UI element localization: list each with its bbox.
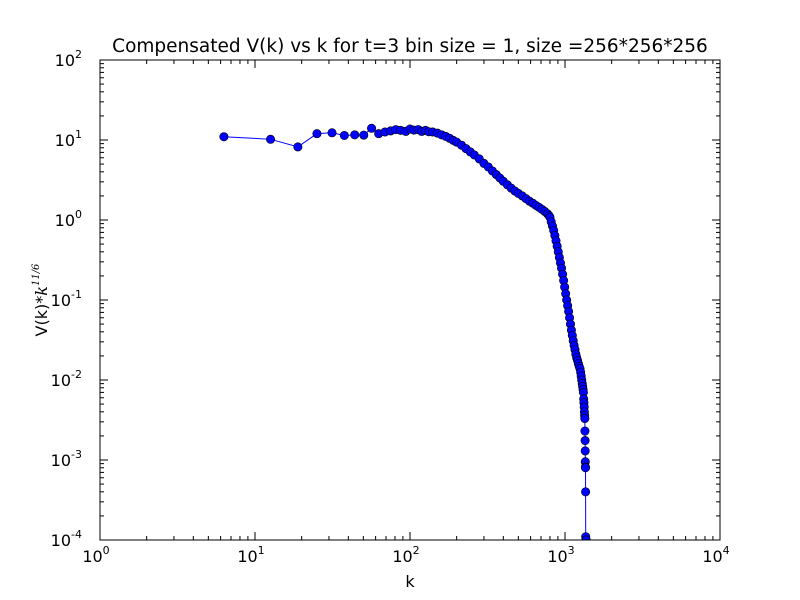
data-point	[219, 132, 229, 142]
x-tick-label: 100	[82, 544, 109, 566]
y-tick-label: 10-2	[51, 368, 82, 390]
x-tick-exp: 1	[258, 544, 265, 557]
x-tick-label: 101	[237, 544, 264, 566]
y-axis-label-prefix: V(k)*	[32, 296, 51, 337]
series-layer	[219, 123, 591, 540]
y-axis-label-exp: 11/6	[31, 263, 42, 286]
y-tick-label: 10-1	[51, 288, 82, 310]
data-point	[367, 123, 377, 133]
data-point	[359, 130, 369, 140]
x-tick-exp: 3	[568, 544, 575, 557]
data-point	[339, 130, 349, 140]
data-point	[327, 128, 337, 138]
data-point	[580, 426, 590, 436]
y-tick-exp: -2	[71, 368, 82, 381]
y-tick-exp: 2	[75, 48, 82, 61]
y-tick-base: 10	[51, 531, 71, 550]
x-tick-base: 10	[392, 547, 412, 566]
data-point	[581, 487, 591, 497]
y-tick-exp: -3	[71, 448, 82, 461]
x-tick-label: 103	[547, 544, 574, 566]
x-tick-base: 10	[237, 547, 257, 566]
data-point	[580, 446, 590, 456]
x-tick-exp: 0	[103, 544, 110, 557]
y-tick-exp: 1	[75, 128, 82, 141]
y-tick-base: 10	[55, 131, 75, 150]
y-tick-base: 10	[51, 371, 71, 390]
x-tick-label: 104	[702, 544, 729, 566]
data-point	[580, 414, 590, 424]
data-point	[580, 436, 590, 446]
y-axis-label-var: k	[32, 286, 51, 296]
y-tick-exp: -1	[71, 288, 82, 301]
y-tick-exp: 0	[75, 208, 82, 221]
x-tick-base: 10	[702, 547, 722, 566]
y-tick-label: 102	[55, 48, 82, 70]
y-tick-base: 10	[55, 51, 75, 70]
x-tick-exp: 2	[413, 544, 420, 557]
y-tick-label: 100	[55, 208, 82, 230]
x-tick-base: 10	[82, 547, 102, 566]
y-axis-label: V(k)*k11/6	[31, 263, 51, 337]
data-point	[293, 142, 303, 152]
x-tick-base: 10	[547, 547, 567, 566]
y-tick-base: 10	[51, 451, 71, 470]
data-point	[312, 129, 322, 139]
x-tick-exp: 4	[723, 544, 730, 557]
data-point	[581, 463, 591, 473]
data-point	[266, 134, 276, 144]
y-tick-exp: -4	[71, 528, 82, 541]
y-tick-label: 10-4	[51, 528, 82, 550]
y-tick-label: 101	[55, 128, 82, 150]
y-tick-base: 10	[55, 211, 75, 230]
y-tick-label: 10-3	[51, 448, 82, 470]
x-tick-label: 102	[392, 544, 419, 566]
chart-title: Compensated V(k) vs k for t=3 bin size =…	[112, 36, 708, 57]
data-point	[350, 130, 360, 140]
y-tick-base: 10	[51, 291, 71, 310]
x-axis-label: k	[405, 572, 415, 591]
